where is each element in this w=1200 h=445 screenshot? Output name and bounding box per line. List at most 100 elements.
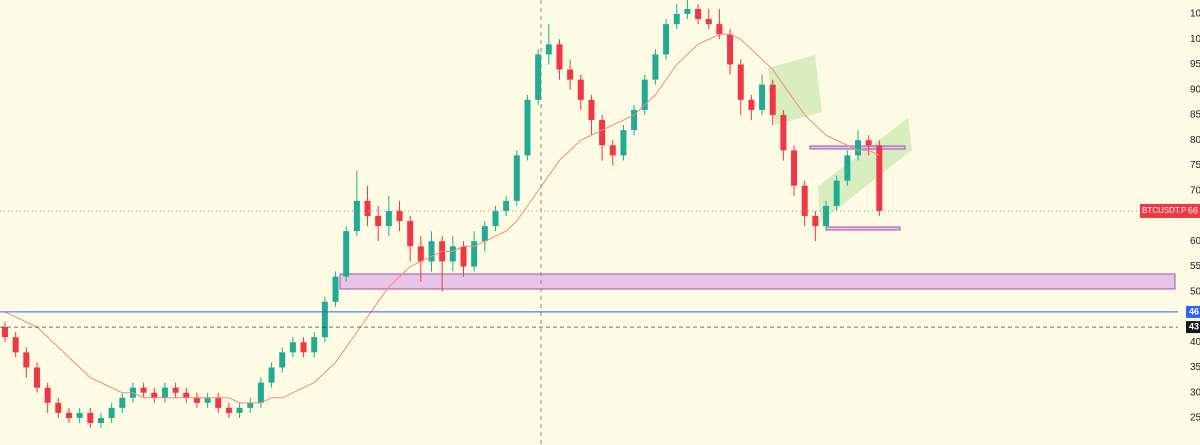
candle-body (108, 407, 115, 418)
candle-body (609, 145, 616, 156)
symbol-label: BTCUSDT.P (1142, 206, 1186, 215)
y-tick-label: 60 (1190, 236, 1200, 247)
candle-body (641, 79, 648, 110)
candle-body (833, 180, 840, 206)
candle-body (311, 337, 318, 353)
candle-body (780, 114, 787, 151)
candle-body (791, 150, 798, 186)
price-axis (1178, 0, 1200, 445)
y-tick-label: 10 (1190, 9, 1200, 20)
y-tick-label: 75 (1190, 160, 1200, 171)
plot (0, 0, 1178, 429)
candle-body (567, 69, 574, 80)
y-tick-label: 70 (1190, 185, 1200, 196)
candle-body (577, 79, 584, 100)
candle-body (65, 412, 72, 418)
rising-channel (818, 118, 912, 222)
candle-body (385, 210, 392, 227)
candle-body (23, 352, 30, 368)
candle-body (503, 200, 510, 211)
candle-body (673, 13, 680, 25)
candle-body (748, 99, 755, 110)
candle-body (855, 140, 862, 156)
candle-body (620, 130, 627, 156)
level-tag (1186, 305, 1200, 318)
candle-body (225, 407, 232, 413)
candle-body (140, 387, 147, 393)
candle-body (684, 8, 691, 14)
candle-body (33, 367, 40, 388)
flag-channel (768, 55, 822, 125)
candle-body (268, 367, 275, 383)
candle-body (513, 155, 520, 201)
candle-body (524, 99, 531, 156)
y-tick-label: 95 (1190, 59, 1200, 70)
candle-body (801, 185, 808, 216)
candle-body (321, 301, 328, 338)
drawings (339, 0, 1176, 445)
candle-body (353, 200, 360, 232)
y-tick-label: 25 (1190, 413, 1200, 424)
candle-body (396, 210, 403, 222)
candle-body (865, 140, 872, 146)
moving-average (4, 33, 880, 404)
price-label: 66 (1188, 205, 1198, 215)
candle-body (279, 352, 286, 368)
candle-body (300, 342, 307, 353)
y-tick-label: 50 (1190, 286, 1200, 297)
candle-body (471, 241, 478, 267)
symbol-tag (1140, 203, 1186, 218)
y-tick-label: 30 (1190, 387, 1200, 398)
candle-body (87, 412, 94, 424)
level-label: 43 (1189, 321, 1199, 331)
y-tick-label: 40 (1190, 337, 1200, 348)
level-tag (1186, 321, 1200, 334)
candle-body (705, 19, 712, 25)
candle-body (151, 392, 158, 398)
price-tag (1186, 203, 1200, 218)
candle-body (545, 44, 552, 55)
y-tick-label: 90 (1190, 84, 1200, 95)
candle-body (161, 387, 168, 398)
y-tick-label: 80 (1190, 135, 1200, 146)
candle-body (481, 226, 488, 242)
candle-body (172, 387, 179, 393)
candle-body (12, 337, 19, 353)
axis-labels: 10 10 95 90 85 80 75 70 60 55 50 40 35 30 25 46 43 BTCUSD… (1140, 9, 1200, 424)
y-tick-label: 85 (1190, 110, 1200, 121)
candle-body (183, 392, 190, 398)
candle-body (812, 215, 819, 227)
candle-body (876, 145, 883, 211)
candle-body (460, 246, 467, 267)
candle-body (193, 397, 200, 403)
candle-body (844, 155, 851, 181)
candle-body (663, 24, 670, 55)
candle-body (247, 402, 254, 408)
supply-zone (339, 273, 1176, 290)
candle-body (204, 397, 211, 403)
candle-body (652, 54, 659, 80)
candle-body (556, 44, 563, 70)
candle-body (97, 417, 104, 424)
candle-body (535, 54, 542, 100)
candle-body (375, 215, 382, 227)
candle-body (492, 210, 499, 227)
candle-body (417, 246, 424, 262)
candle-body (727, 34, 734, 65)
candle-body (343, 231, 350, 277)
candle-body (76, 412, 83, 418)
candle-body (599, 120, 606, 146)
candle-body (257, 382, 264, 403)
candle-body (428, 241, 435, 262)
candle-body (716, 24, 723, 35)
candle-body (769, 84, 776, 115)
y-tick-label: 10 (1190, 34, 1200, 45)
candle-body (631, 109, 638, 131)
candle-body (44, 387, 51, 403)
level-label: 46 (1189, 306, 1199, 316)
y-tick-label: 35 (1190, 362, 1200, 373)
candle-body (215, 397, 222, 408)
candle-body (695, 8, 702, 20)
